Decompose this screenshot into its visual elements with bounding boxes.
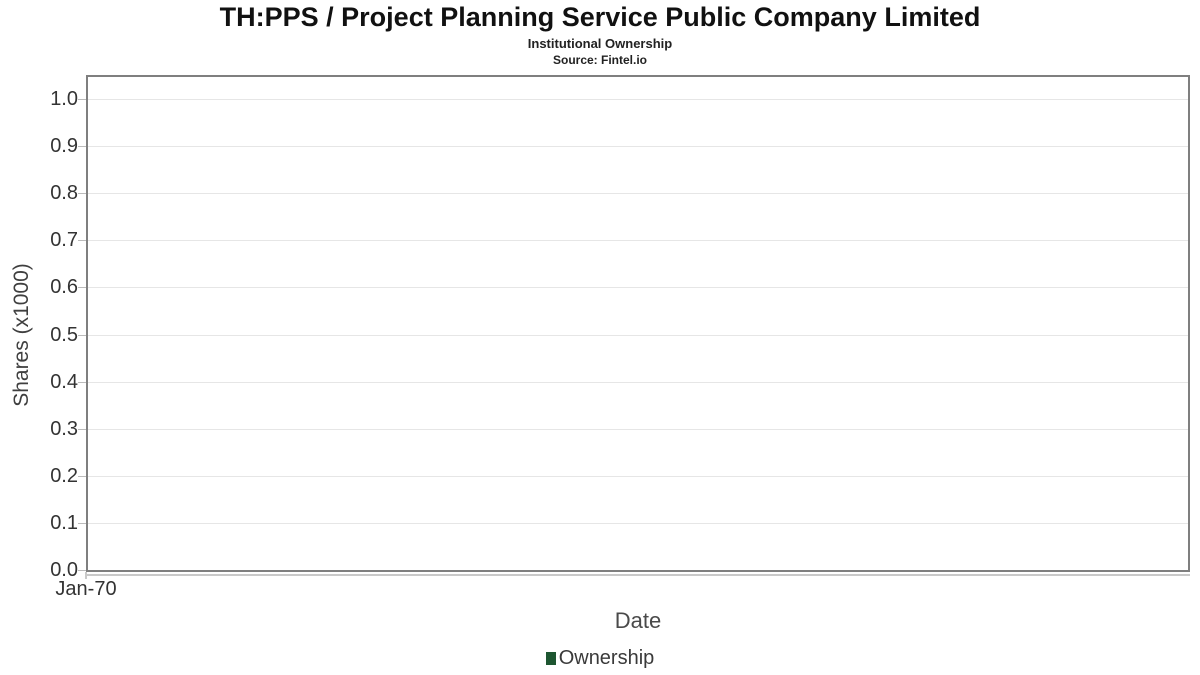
gridline <box>88 146 1188 147</box>
y-tick-mark <box>78 193 86 194</box>
y-tick-mark <box>78 476 86 477</box>
y-tick-mark <box>78 570 86 571</box>
y-tick-label: 0.7 <box>50 229 78 251</box>
y-tick-label: 0.4 <box>50 371 78 393</box>
y-tick-label: 0.6 <box>50 276 78 298</box>
y-tick-label: 0.9 <box>50 135 78 157</box>
y-tick-mark <box>78 382 86 383</box>
gridline <box>88 240 1188 241</box>
gridline <box>88 429 1188 430</box>
y-tick-mark <box>78 146 86 147</box>
gridline <box>88 382 1188 383</box>
chart-subtitle: Institutional Ownership <box>527 36 673 51</box>
legend-label: Ownership <box>558 647 655 669</box>
gridline <box>88 523 1188 524</box>
x-axis-label: Date <box>614 608 662 633</box>
x-axis-tick-label: Jan-70 <box>55 578 117 600</box>
x-axis-line <box>86 574 1190 576</box>
y-tick-label: 0.8 <box>50 182 78 204</box>
chart-title: TH:PPS / Project Planning Service Public… <box>219 2 981 32</box>
y-tick-label: 1.0 <box>50 88 78 110</box>
y-tick-mark <box>78 429 86 430</box>
y-tick-label: 0.0 <box>50 559 78 581</box>
legend-swatch-icon <box>545 652 556 665</box>
gridline <box>88 287 1188 288</box>
y-tick-label: 0.3 <box>50 418 78 440</box>
y-tick-mark <box>78 99 86 100</box>
x-axis-tick-mark <box>85 572 87 579</box>
y-tick-label: 0.1 <box>50 512 78 534</box>
gridline <box>88 476 1188 477</box>
y-tick-label: 0.5 <box>50 324 78 346</box>
y-tick-mark <box>78 335 86 336</box>
gridline <box>88 335 1188 336</box>
gridline <box>88 99 1188 100</box>
legend-item-ownership[interactable]: Ownership <box>0 647 1200 670</box>
y-tick-mark <box>78 287 86 288</box>
y-tick-mark <box>78 240 86 241</box>
y-tick-mark <box>78 523 86 524</box>
y-tick-label: 0.2 <box>50 465 78 487</box>
plot-area <box>86 75 1190 572</box>
gridline <box>88 193 1188 194</box>
chart-source: Source: Fintel.io <box>552 53 647 67</box>
